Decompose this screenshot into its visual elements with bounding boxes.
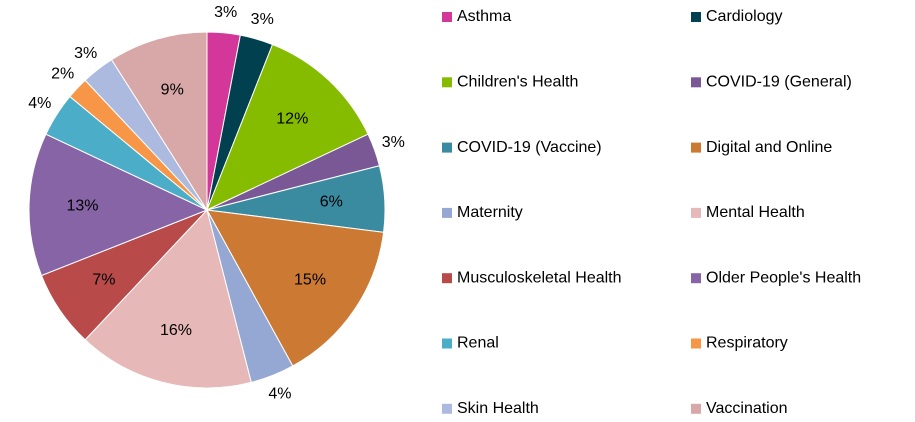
data-label: 4% — [268, 385, 291, 402]
legend-swatch — [691, 207, 701, 218]
legend-swatch — [442, 207, 452, 218]
data-label: 7% — [92, 271, 115, 288]
legend-label: Maternity — [457, 204, 523, 221]
legend-label: Musculoskeletal Health — [457, 269, 622, 286]
legend-label: Children's Health — [457, 74, 578, 91]
data-label: 13% — [66, 197, 98, 214]
data-label: 2% — [51, 66, 74, 83]
data-label: 3% — [214, 4, 237, 21]
legend-label: Older People's Health — [706, 269, 861, 286]
legend-swatch — [442, 403, 452, 414]
legend-swatch — [442, 142, 452, 153]
legend-swatch — [442, 12, 452, 22]
legend-swatch — [442, 77, 452, 88]
data-label: 9% — [161, 82, 184, 99]
data-label: 6% — [320, 193, 343, 210]
legend-label: COVID-19 (General) — [706, 74, 852, 91]
legend-label: Mental Health — [706, 204, 805, 221]
legend-swatch — [442, 338, 452, 349]
pie-slice — [110, 31, 208, 212]
legend-label: COVID-19 (Vaccine) — [457, 139, 602, 156]
legend-label: Asthma — [457, 8, 511, 25]
data-label: 16% — [160, 322, 192, 339]
legend-label: Digital and Online — [706, 139, 832, 156]
pie-slice — [206, 209, 385, 367]
data-label: 15% — [294, 271, 326, 288]
legend-swatch — [691, 77, 701, 88]
legend-label: Renal — [457, 335, 499, 352]
legend-swatch — [442, 273, 452, 284]
legend-label: Vaccination — [706, 400, 788, 417]
legend-swatch — [691, 142, 701, 153]
legend-swatch — [691, 338, 701, 349]
legend-label: Respiratory — [706, 335, 788, 352]
pie-slice — [28, 133, 209, 277]
legend-swatch — [691, 273, 701, 284]
legend-swatch — [691, 12, 701, 22]
pie-slice — [206, 43, 369, 211]
legend-label: Skin Health — [457, 400, 539, 417]
pie-slice — [84, 208, 252, 389]
data-label: 12% — [276, 110, 308, 127]
data-label: 3% — [382, 134, 405, 151]
data-label: 3% — [251, 11, 274, 28]
legend-label: Cardiology — [706, 8, 782, 25]
data-label: 3% — [74, 45, 97, 62]
legend-swatch — [691, 403, 701, 414]
data-label: 4% — [28, 95, 51, 112]
